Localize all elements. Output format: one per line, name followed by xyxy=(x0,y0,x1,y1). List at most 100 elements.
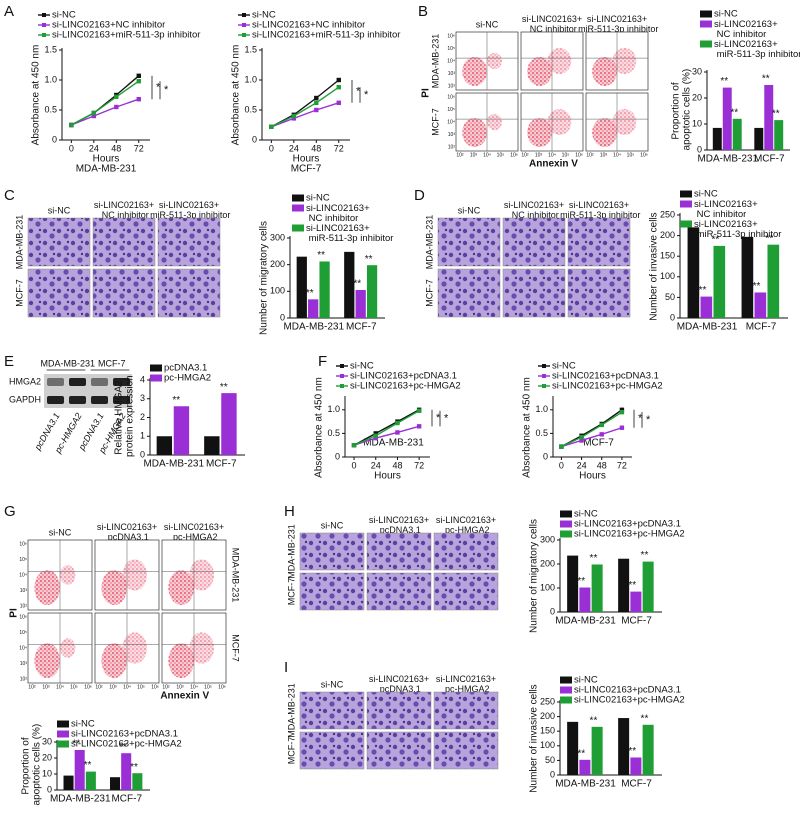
legend-swatch xyxy=(150,374,162,382)
legend-swatch xyxy=(292,224,304,232)
y-tick-label: 0 xyxy=(140,449,145,459)
y-tick-label: 1.0 xyxy=(44,74,57,84)
flow-tick-label: 10⁴ xyxy=(483,152,491,158)
y-tick-label: 1.5 xyxy=(44,44,57,54)
legend-swatch xyxy=(542,374,546,378)
flow-tick-label: 10⁴ xyxy=(123,684,131,690)
legend-label: si-LINC02163+miR-511-3p inhibitor xyxy=(252,30,400,41)
flow-population xyxy=(547,109,572,135)
y-tick-label: 0.5 xyxy=(244,104,257,114)
band xyxy=(47,396,64,404)
flow-population xyxy=(122,559,147,591)
y-tick-label: 100 xyxy=(270,286,285,296)
y-tick-label: 3 xyxy=(140,393,145,403)
y-axis-label: Number of migratory cells xyxy=(259,221,270,335)
bar xyxy=(308,299,319,318)
x-tick-label: MCF-7 xyxy=(111,794,142,805)
x-tick-label: 48 xyxy=(311,143,321,153)
micrograph xyxy=(366,532,432,571)
y-axis-label: Absorbance at 450 nm xyxy=(31,45,42,146)
bar xyxy=(366,265,378,318)
line xyxy=(353,410,420,446)
point xyxy=(336,85,341,90)
legend-label: si-LINC02163+miR-511-3p inhibitor xyxy=(52,30,200,41)
significance: ** xyxy=(772,109,780,120)
column-label: si-LINC02163+ pc-HMGA2 xyxy=(164,522,224,542)
y-tick-label: 1 xyxy=(140,431,145,441)
micrograph xyxy=(502,268,566,318)
bar xyxy=(121,753,132,790)
y-tick-label: 100 xyxy=(540,740,555,750)
y-tick-label: 250 xyxy=(540,696,555,706)
significance: ** xyxy=(628,580,636,591)
y-tick-label: 2 xyxy=(140,412,145,422)
significance: ** xyxy=(766,233,774,244)
legend-swatch xyxy=(42,13,46,17)
bar xyxy=(591,564,603,612)
flow-tick-label: 10⁶ xyxy=(84,684,92,690)
micrograph xyxy=(437,217,501,267)
band xyxy=(91,396,108,404)
x-tick-label: MDA-MB-231 xyxy=(677,322,738,333)
legend-swatch xyxy=(560,520,572,528)
row-label: MDA-MB-231 xyxy=(424,215,434,270)
legend-label: pcDNA3.1 xyxy=(164,363,207,374)
legend-label: si-NC xyxy=(714,9,738,20)
flow-population xyxy=(60,638,76,658)
x-tick-label: 24 xyxy=(371,460,381,470)
point xyxy=(314,107,319,113)
significance: ** xyxy=(641,550,649,561)
flow-tick-label: 10⁶ xyxy=(151,684,159,690)
flow-population xyxy=(60,565,76,585)
micrograph xyxy=(433,691,499,730)
micrograph xyxy=(366,572,432,611)
column-label: si-LINC02163+ pcDNA3.1 xyxy=(369,674,429,694)
y-tick-label: 0 xyxy=(252,134,257,144)
row-label: MDA-MB-231 xyxy=(286,683,296,738)
legend-label: si-LINC02163+NC inhibitor xyxy=(252,20,365,31)
y-tick-label: 0 xyxy=(52,134,57,144)
bar xyxy=(774,120,784,150)
bar xyxy=(221,393,237,455)
flow-population xyxy=(612,48,637,74)
point xyxy=(395,430,400,435)
micrograph xyxy=(437,268,501,318)
x-tick-label: 48 xyxy=(111,143,121,153)
bar xyxy=(63,775,74,790)
bar xyxy=(355,290,366,318)
legend-swatch xyxy=(340,384,344,388)
significance: ** xyxy=(306,288,314,299)
point xyxy=(136,97,141,102)
x-tick-label: 0 xyxy=(69,143,74,153)
significance: ** xyxy=(590,553,598,564)
legend-label: si-LINC02163+pcDNA3.1 xyxy=(552,371,659,382)
y-tick-label: 100 xyxy=(540,582,555,592)
bar xyxy=(630,757,642,775)
column-label: si-LINC02163+ NC inhibitor xyxy=(504,200,564,220)
y-tick-label: 0 xyxy=(47,784,52,794)
flow-population xyxy=(34,570,60,606)
band xyxy=(91,378,108,386)
legend-swatch xyxy=(700,40,712,48)
point xyxy=(373,433,378,438)
bar xyxy=(754,292,767,318)
y-tick-label: 300 xyxy=(270,232,285,242)
legend-swatch xyxy=(340,374,344,378)
flow-tick-label: 10⁴ xyxy=(56,684,64,690)
flow-tick-label: 10³ xyxy=(42,684,50,690)
legend-label: si-NC xyxy=(574,509,598,520)
bar xyxy=(579,587,591,612)
legend-label: si-NC xyxy=(306,193,330,204)
legend-label: si-NC xyxy=(52,10,76,21)
legend-swatch xyxy=(42,33,46,37)
bar xyxy=(567,555,579,612)
legend-label: si-NC xyxy=(252,10,276,21)
significance: ** xyxy=(365,254,373,265)
flow-population xyxy=(122,632,147,664)
point xyxy=(314,100,319,105)
flow-tick-label: 10⁵ xyxy=(19,557,27,563)
micrograph xyxy=(433,532,499,571)
band xyxy=(69,378,86,386)
flow-tick-label: 10⁴ xyxy=(613,152,621,158)
flow-tick-label: 10⁶ xyxy=(640,152,648,158)
